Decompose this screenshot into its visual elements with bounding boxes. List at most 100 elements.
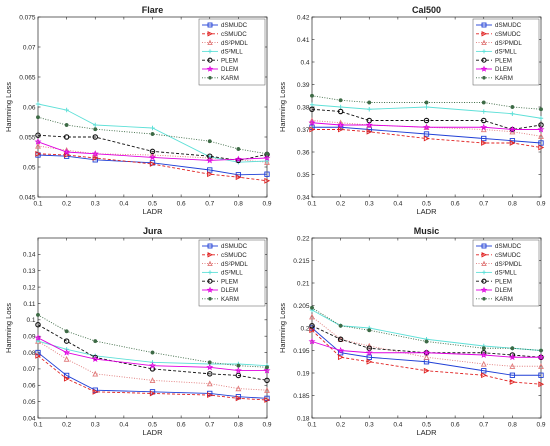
- data-point: [424, 100, 429, 105]
- legend-label: DLEM: [221, 66, 238, 73]
- data-point: [149, 148, 156, 155]
- x-tick-label: 0.4: [393, 422, 402, 429]
- data-point: [337, 108, 344, 115]
- data-point: [91, 355, 99, 363]
- legend-marker: [207, 243, 213, 249]
- x-tick-label: 0.1: [33, 201, 42, 208]
- data-point: [35, 115, 41, 120]
- data-point: [538, 133, 544, 139]
- data-point: [93, 339, 98, 344]
- data-point: [365, 121, 373, 128]
- data-point: [338, 104, 343, 110]
- legend-marker: [480, 286, 488, 293]
- legend-label: PLEM: [221, 57, 238, 64]
- legend-marker: [481, 243, 487, 249]
- data-point: [423, 354, 430, 360]
- data-point: [424, 339, 429, 344]
- y-tick-label: 0.06: [23, 383, 36, 390]
- data-point: [423, 135, 430, 142]
- legend-label: DLEM: [495, 66, 512, 73]
- data-point: [35, 338, 41, 344]
- data-point: [63, 152, 70, 158]
- legend-marker: [481, 22, 487, 28]
- legend-label: PLEM: [221, 278, 238, 285]
- y-tick-label: 0.35: [297, 172, 310, 179]
- data-point: [35, 321, 41, 328]
- y-tick-label: 0.36: [297, 149, 310, 156]
- data-point: [206, 380, 213, 387]
- data-point: [423, 123, 430, 131]
- data-point: [481, 372, 487, 379]
- data-point: [309, 126, 316, 133]
- data-point: [234, 366, 242, 374]
- data-point: [337, 336, 344, 342]
- data-point: [309, 106, 315, 113]
- data-point: [481, 135, 487, 142]
- data-point: [35, 132, 41, 138]
- y-tick-label: 0.21: [297, 280, 310, 287]
- data-point: [538, 144, 545, 151]
- x-tick-label: 0.3: [91, 422, 100, 429]
- legend-label: dS²PMDL: [221, 40, 248, 47]
- data-point: [150, 350, 155, 355]
- data-point: [92, 134, 99, 140]
- y-tick-label: 0.09: [23, 333, 36, 340]
- legend-label: dSMUDC: [221, 243, 248, 250]
- data-point: [206, 363, 214, 371]
- data-point: [263, 154, 271, 161]
- data-point: [35, 312, 41, 317]
- legend-label: PLEM: [495, 278, 512, 285]
- legend-label: dS²PMDL: [495, 40, 522, 47]
- legend-label: PLEM: [495, 57, 512, 64]
- data-point: [538, 140, 544, 146]
- y-tick-label: 0.37: [297, 127, 310, 134]
- data-point: [337, 121, 345, 128]
- data-point: [309, 117, 315, 124]
- legend-marker: [481, 57, 487, 63]
- data-point: [35, 150, 42, 157]
- chart-panel-jura: 0.1 0.2 0.3 0.4 0.5 0.6 0.7 0.8 0.9 0.04 0.05 0.06 0…: [4, 226, 272, 437]
- y-tick-label: 0.045: [19, 194, 36, 201]
- x-tick-label: 0.4: [393, 201, 402, 208]
- data-point: [150, 131, 155, 137]
- data-point: [480, 123, 488, 131]
- series-line: [312, 129, 542, 148]
- y-tick-label: 0.06: [23, 104, 36, 111]
- data-point: [63, 355, 70, 362]
- x-tick-label: 0.6: [451, 201, 460, 208]
- y-tick-label: 0.05: [23, 399, 36, 406]
- data-point: [207, 139, 212, 144]
- legend-marker: [206, 65, 214, 72]
- data-point: [63, 338, 70, 344]
- legend-marker: [481, 252, 488, 258]
- x-tick-label: 0.8: [234, 422, 243, 429]
- x-tick-label: 0.7: [205, 201, 214, 208]
- x-tick-label: 0.3: [91, 201, 100, 208]
- chart-panel-music: 0.1 0.2 0.3 0.4 0.5 0.6 0.7 0.8 0.9 0.18 0.185 0.19…: [278, 226, 546, 437]
- x-tick-label: 0.1: [307, 422, 316, 429]
- y-tick-label: 0.08: [23, 350, 36, 357]
- series-5: [34, 138, 271, 164]
- y-tick-label: 0.38: [297, 104, 310, 111]
- x-tick-label: 0.9: [262, 201, 271, 208]
- y-tick-label: 0.04: [23, 415, 36, 422]
- y-axis-label: Hamming Loss: [4, 82, 13, 132]
- data-point: [206, 156, 214, 164]
- data-point: [509, 372, 516, 378]
- legend-marker: [482, 49, 486, 54]
- legend-marker: [208, 75, 212, 80]
- data-point: [366, 128, 373, 135]
- legend-box: [198, 239, 266, 307]
- legend-marker: [207, 31, 214, 37]
- data-point: [207, 360, 212, 365]
- data-point: [63, 148, 71, 155]
- data-point: [309, 313, 315, 320]
- legend-label: dS²MLL: [495, 270, 517, 277]
- data-point: [508, 353, 516, 361]
- data-point: [365, 349, 373, 356]
- series-line: [37, 141, 268, 161]
- chart-title: Cal500: [412, 5, 441, 15]
- y-tick-label: 0.185: [293, 393, 310, 400]
